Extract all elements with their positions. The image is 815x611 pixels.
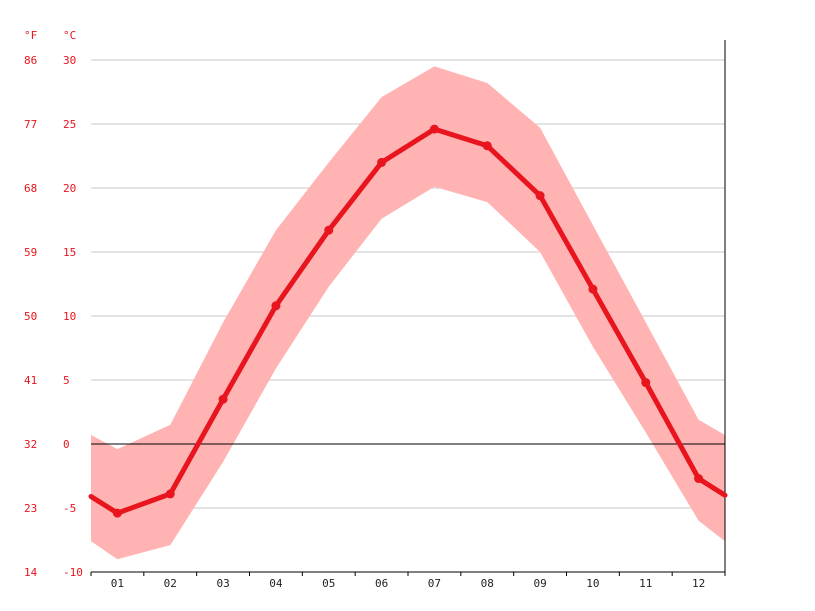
y-tick-fahrenheit: 77 [24,118,37,131]
y-tick-fahrenheit: 86 [24,54,37,67]
y-tick-celsius: -5 [63,502,76,515]
y-tick-fahrenheit: 41 [24,374,37,387]
mean-point [588,284,598,294]
y-tick-fahrenheit: 68 [24,182,37,195]
unit-label-fahrenheit: °F [24,29,37,42]
x-tick-month: 11 [639,577,652,590]
y-tick-celsius: 30 [63,54,76,67]
y-tick-celsius: 15 [63,246,76,259]
x-tick-month: 09 [533,577,546,590]
mean-point [377,157,387,167]
mean-point [112,508,122,518]
y-tick-celsius: 20 [63,182,76,195]
y-tick-celsius: 10 [63,310,76,323]
mean-point [535,191,545,201]
y-tick-fahrenheit: 14 [24,566,38,579]
x-tick-month: 03 [216,577,229,590]
unit-label-celsius: °C [63,29,76,42]
x-tick-month: 02 [164,577,177,590]
x-tick-month: 04 [269,577,283,590]
mean-point [429,124,439,134]
mean-point [641,378,651,388]
x-tick-month: 01 [111,577,124,590]
y-tick-fahrenheit: 23 [24,502,37,515]
mean-point [218,394,228,404]
y-tick-celsius: -10 [63,566,83,579]
x-tick-month: 05 [322,577,335,590]
y-tick-celsius: 25 [63,118,76,131]
y-tick-celsius: 0 [63,438,70,451]
mean-temperature-series [88,124,728,518]
x-tick-month: 08 [481,577,494,590]
mean-point [165,489,175,499]
temperature-range-band [91,66,725,560]
mean-line [88,126,728,516]
y-tick-fahrenheit: 59 [24,246,37,259]
mean-point [271,301,281,311]
y-tick-fahrenheit: 32 [24,438,37,451]
x-tick-month: 10 [586,577,599,590]
mean-point [324,225,334,235]
mean-point [694,474,704,484]
x-tick-month: 06 [375,577,388,590]
y-tick-fahrenheit: 50 [24,310,37,323]
mean-point [482,141,492,151]
y-tick-celsius: 5 [63,374,70,387]
x-tick-month: 12 [692,577,705,590]
x-tick-month: 07 [428,577,441,590]
min-max-band [91,66,725,560]
